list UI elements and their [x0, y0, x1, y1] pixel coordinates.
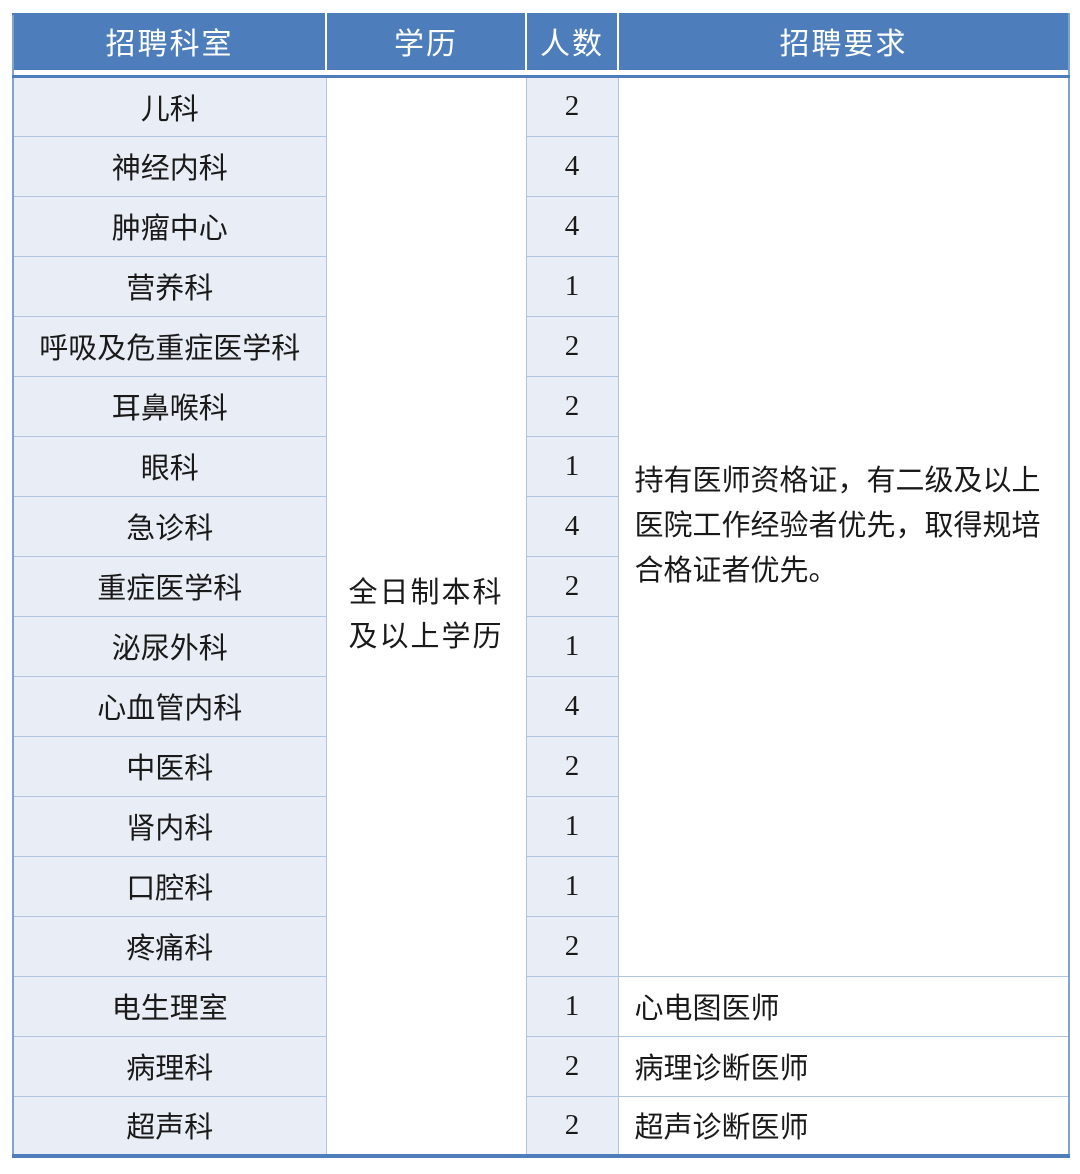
table-row: 泌尿外科 1: [12, 615, 1069, 677]
requirement-cell: 病理诊断医师: [617, 1035, 1070, 1097]
header-cell-count: 人数: [525, 14, 618, 78]
header-cell-department: 招聘科室: [13, 14, 326, 78]
dept-cell: 泌尿外科: [12, 615, 327, 677]
table-row: 病理科 2 病理诊断医师: [12, 1035, 1070, 1097]
table-row: 急诊科 4: [12, 495, 1069, 557]
count-cell: 2: [525, 315, 619, 377]
table-row: 重症医学科 2: [12, 555, 1069, 617]
count-cell: 2: [525, 1035, 619, 1097]
requirement-cell: 超声诊断医师: [617, 1095, 1070, 1157]
dept-cell: 肿瘤中心: [12, 195, 327, 257]
table-row: 眼科 1: [12, 435, 1069, 497]
count-cell: 4: [525, 135, 619, 197]
table-row: 神经内科 4: [12, 135, 1069, 197]
table-row: 耳鼻喉科 2: [12, 375, 1069, 437]
table-row: 中医科 2: [12, 735, 1069, 797]
table-row: 口腔科 1: [12, 855, 1069, 917]
table-row: 肿瘤中心 4: [12, 195, 1069, 257]
dept-cell: 眼科: [12, 435, 327, 497]
header-row: 招聘科室 学历 人数 招聘要求: [13, 14, 1069, 78]
count-cell: 1: [525, 435, 619, 497]
count-cell: 4: [525, 675, 619, 737]
dept-cell: 营养科: [12, 255, 327, 317]
recruitment-table: 招聘科室 学历 人数 招聘要求 儿科 全日制本科 及以上学历 2 持有医师资格证…: [12, 13, 1070, 1158]
dept-cell: 急诊科: [12, 495, 327, 557]
count-cell: 1: [525, 255, 619, 317]
count-cell: 2: [525, 915, 619, 977]
table-row: 营养科 1: [12, 255, 1069, 317]
dept-cell: 重症医学科: [12, 555, 327, 617]
dept-cell: 呼吸及危重症医学科: [12, 315, 327, 377]
count-cell: 1: [525, 855, 619, 917]
dept-cell: 神经内科: [12, 135, 327, 197]
dept-cell: 儿科: [12, 75, 327, 137]
table-row: 疼痛科 2: [12, 915, 1069, 977]
count-cell: 1: [525, 975, 619, 1037]
dept-cell: 疼痛科: [12, 915, 327, 977]
education-merged-cell: 全日制本科 及以上学历: [325, 75, 527, 1157]
table-row: 电生理室 1 心电图医师: [12, 975, 1070, 1037]
dept-cell: 超声科: [12, 1095, 327, 1157]
dept-cell: 病理科: [12, 1035, 327, 1097]
count-cell: 4: [525, 195, 619, 257]
dept-cell: 肾内科: [12, 795, 327, 857]
count-cell: 2: [525, 375, 619, 437]
requirement-cell: 心电图医师: [617, 975, 1070, 1037]
header-cell-requirement: 招聘要求: [617, 14, 1069, 78]
count-cell: 2: [525, 1095, 619, 1157]
table-row: 肾内科 1: [12, 795, 1069, 857]
count-cell: 2: [525, 555, 619, 617]
header-cell-education: 学历: [325, 14, 526, 78]
table-row: 超声科 2 超声诊断医师: [12, 1095, 1070, 1157]
dept-cell: 心血管内科: [12, 675, 327, 737]
count-cell: 1: [525, 615, 619, 677]
count-cell: 2: [525, 75, 619, 137]
requirement-merged-cell: 持有医师资格证，有二级及以上 医院工作经验者优先，取得规培 合格证者优先。: [617, 75, 1070, 977]
count-cell: 1: [525, 795, 619, 857]
dept-cell: 口腔科: [12, 855, 327, 917]
table-row: 儿科 全日制本科 及以上学历 2 持有医师资格证，有二级及以上 医院工作经验者优…: [12, 75, 1070, 1157]
dept-cell: 电生理室: [12, 975, 327, 1037]
count-cell: 2: [525, 735, 619, 797]
dept-cell: 中医科: [12, 735, 327, 797]
table-row: 呼吸及危重症医学科 2: [12, 315, 1069, 377]
dept-cell: 耳鼻喉科: [12, 375, 327, 437]
count-cell: 4: [525, 495, 619, 557]
